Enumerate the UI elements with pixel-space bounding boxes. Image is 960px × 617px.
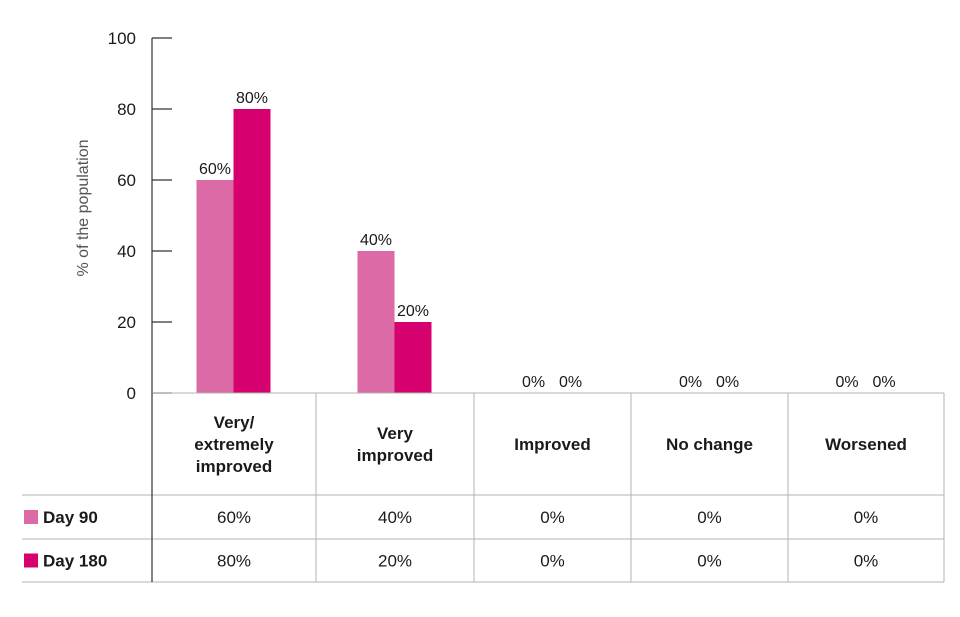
bar-day-90 (357, 251, 395, 393)
table-cell-value: 20% (378, 552, 412, 571)
bar-value-label: 0% (559, 374, 582, 391)
bar-day-180 (394, 322, 432, 393)
bar-day-90 (196, 180, 234, 393)
category-label: Improved (514, 435, 591, 454)
y-tick-label: 20 (117, 313, 136, 332)
table-cell-value: 40% (378, 508, 412, 527)
table-cell-value: 0% (854, 508, 879, 527)
axis-layer: 0 20 40 60 80 100 % of the population (75, 29, 172, 403)
y-tick-label: 80 (117, 100, 136, 119)
category-label: Worsened (825, 435, 907, 454)
y-tick-label: 40 (117, 242, 136, 261)
legend-label: Day 180 (43, 552, 107, 571)
bar-value-label: 0% (522, 374, 545, 391)
table-cell-value: 0% (697, 508, 722, 527)
bar-value-label: 20% (397, 303, 429, 320)
legend-swatch (24, 553, 38, 568)
bar-value-label: 0% (835, 374, 858, 391)
bar-layer: 60% 80% 40% 20% 0% 0% 0% 0% 0% 0% (196, 90, 896, 393)
y-axis-title: % of the population (75, 140, 92, 277)
bar-day-180 (233, 109, 271, 393)
bar-value-label: 60% (199, 161, 231, 178)
category-label: Very/extremely improved (194, 413, 274, 476)
table-cell-value: 0% (697, 552, 722, 571)
y-tick-label: 0 (127, 384, 136, 403)
legend-swatch (24, 510, 38, 524)
bar-value-label: 80% (236, 90, 268, 107)
bar-value-label: 40% (360, 232, 392, 249)
bar-value-label: 0% (872, 374, 895, 391)
bar-value-label: 0% (716, 374, 739, 391)
table-cell-value: 0% (854, 552, 879, 571)
category-label: No change (666, 435, 753, 454)
data-table: Very/extremely improved Very improved Improv… (22, 392, 945, 583)
category-label: Very improved (357, 424, 434, 465)
table-cell-value: 0% (540, 508, 565, 527)
bar-value-label: 0% (679, 374, 702, 391)
table-cell-value: 60% (217, 508, 251, 527)
y-tick-label: 60 (117, 171, 136, 190)
legend-label: Day 90 (43, 508, 98, 527)
y-tick-label: 100 (108, 29, 136, 48)
table-cell-value: 0% (540, 552, 565, 571)
table-cell-value: 80% (217, 552, 251, 571)
